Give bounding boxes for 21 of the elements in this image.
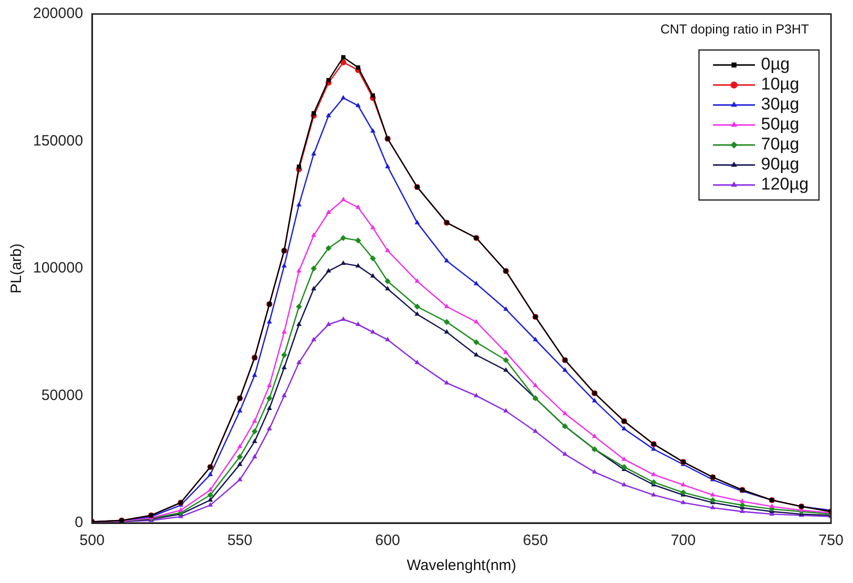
- y-axis-title: PL(arb): [8, 243, 26, 294]
- legend-label: 90µg: [761, 154, 800, 174]
- x-tick-label: 550: [227, 532, 252, 550]
- legend-label: 0µg: [761, 54, 790, 74]
- y-tick-label: 100000: [32, 260, 84, 277]
- legend-title: CNT doping ratio in P3HT: [660, 22, 810, 37]
- legend-label: 70µg: [761, 134, 800, 154]
- x-tick-label: 650: [522, 532, 548, 550]
- y-tick-label: 150000: [32, 132, 84, 150]
- y-tick-label: 0: [74, 514, 84, 532]
- x-axis-title: Wavelenght(nm): [406, 557, 516, 574]
- x-tick-label: 600: [375, 532, 400, 550]
- legend-label: 30µg: [761, 94, 800, 114]
- legend-label: 50µg: [761, 114, 800, 134]
- y-tick-label: 200000: [32, 5, 84, 22]
- legend-label: 120µg: [761, 174, 809, 194]
- x-tick-label: 750: [818, 532, 844, 550]
- y-tick-label: 50000: [41, 386, 84, 404]
- x-tick-label: 700: [670, 532, 696, 550]
- x-tick-label: 500: [80, 532, 105, 550]
- legend-label: 10µg: [761, 74, 800, 94]
